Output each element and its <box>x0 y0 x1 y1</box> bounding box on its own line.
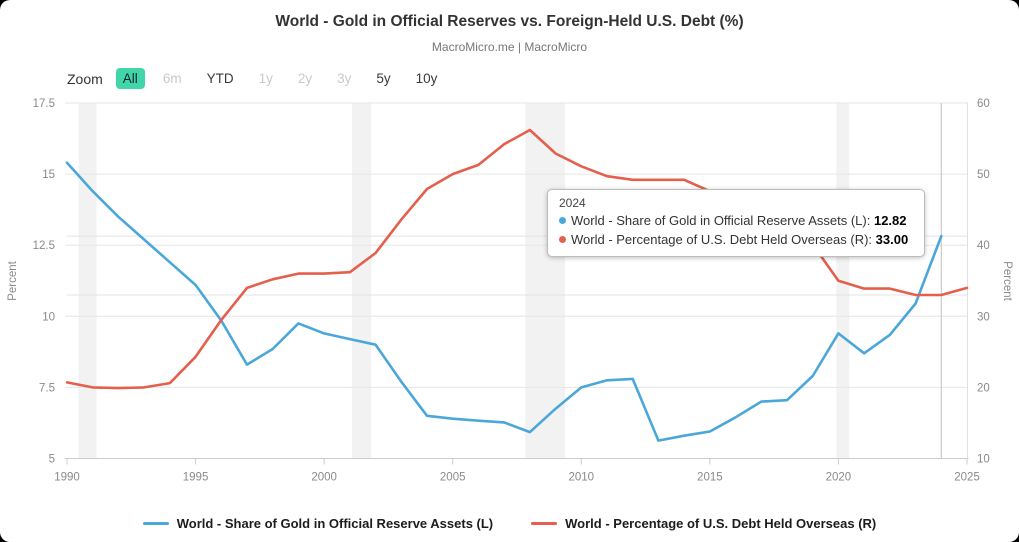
axis-tick-label: 10 <box>977 454 990 466</box>
zoom-button-2y: 2y <box>297 71 313 86</box>
zoom-toolbar: Zoom All 6m YTD 1y 2y 3y 5y 10y <box>67 68 444 89</box>
axis-tick-label: 40 <box>977 240 990 252</box>
zoom-button-all[interactable]: All <box>115 68 145 89</box>
axis-tick-label: 15 <box>42 169 55 181</box>
zoom-button-5y[interactable]: 5y <box>376 71 391 86</box>
legend-line-icon <box>531 522 558 525</box>
legend-item-debt-overseas[interactable]: World - Percentage of U.S. Debt Held Ove… <box>531 516 876 531</box>
recession-band <box>351 103 372 459</box>
axis-tick-label: 50 <box>977 169 990 181</box>
axis-tick-label: 10 <box>42 311 55 323</box>
zoom-button-1y: 1y <box>258 71 273 86</box>
tooltip-row: World - Share of Gold in Official Reserv… <box>559 211 913 230</box>
axis-tick-label: 7.5 <box>39 382 55 394</box>
legend-line-icon <box>142 522 169 525</box>
axis-tick-label: 2005 <box>440 472 466 484</box>
axis-tick-label: 2010 <box>568 472 594 484</box>
zoom-button-10y[interactable]: 10y <box>415 71 438 86</box>
zoom-button-6m: 6m <box>162 71 182 86</box>
axis-tick-label: 1995 <box>183 472 209 484</box>
legend-label: World - Share of Gold in Official Reserv… <box>176 516 494 531</box>
axis-tick-label: 20 <box>977 382 990 394</box>
zoom-button-3y: 3y <box>337 71 352 86</box>
legend-label: World - Percentage of U.S. Debt Held Ove… <box>565 516 877 531</box>
recession-band <box>525 103 566 459</box>
right-axis-title: Percent <box>1001 261 1013 301</box>
axis-tick-label: 60 <box>977 98 990 110</box>
hover-tooltip: 2024 World - Share of Gold in Official R… <box>547 189 925 257</box>
gold-share-line[interactable] <box>65 161 943 442</box>
series-dot-icon <box>559 217 566 224</box>
left-axis-title: Percent <box>7 260 19 300</box>
recession-band <box>78 103 97 459</box>
chart-title: World - Gold in Official Reserves vs. Fo… <box>275 13 744 30</box>
axis-tick-label: 1990 <box>54 472 80 484</box>
tooltip-year: 2024 <box>559 196 586 210</box>
axis-tick-label: 2000 <box>311 472 337 484</box>
tooltip-row: World - Percentage of U.S. Debt Held Ove… <box>559 230 913 249</box>
debt-overseas-line[interactable] <box>65 128 969 390</box>
axis-tick-label: 30 <box>977 311 990 323</box>
series-dot-icon <box>559 236 566 243</box>
chart-legend: World - Share of Gold in Official Reserv… <box>0 516 1019 531</box>
chart-subtitle: MacroMicro.me | MacroMicro <box>431 40 588 54</box>
zoom-button-ytd[interactable]: YTD <box>206 71 234 86</box>
axis-tick-label: 2020 <box>826 472 852 484</box>
axis-tick-label: 2015 <box>697 472 723 484</box>
axis-tick-label: 2025 <box>954 472 980 484</box>
axis-tick-label: 12.5 <box>33 240 55 252</box>
legend-item-gold-share[interactable]: World - Share of Gold in Official Reserv… <box>142 516 494 531</box>
axis-tick-label: 5 <box>49 454 55 466</box>
zoom-label: Zoom <box>67 70 103 87</box>
axis-tick-label: 17.5 <box>33 98 55 110</box>
